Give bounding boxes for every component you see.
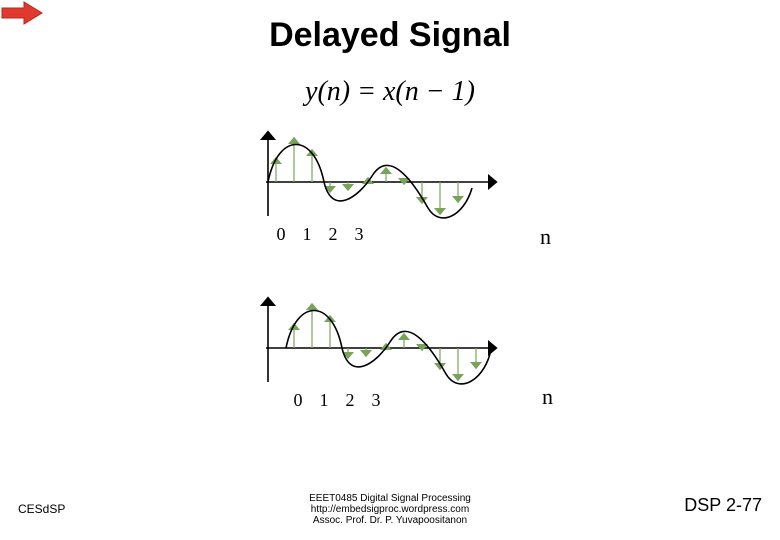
- signal-plot-original: [222, 128, 502, 220]
- slide: { "title": { "text": "Delayed Signal", "…: [0, 0, 780, 540]
- tick-1: 1: [315, 390, 333, 411]
- footer-line1: EEET0485 Digital Signal Processing: [0, 493, 780, 504]
- axis-label-n-1: n: [540, 224, 551, 250]
- ticks-plot1: 0 1 2 3: [272, 224, 368, 245]
- equation: y(n) = x(n − 1): [0, 76, 780, 108]
- footer-line2: http://embedsigproc.wordpress.com: [0, 504, 780, 515]
- ticks-plot2: 0 1 2 3: [289, 390, 385, 411]
- tick-3: 3: [350, 224, 368, 245]
- tick-0: 0: [272, 224, 290, 245]
- footer-center: EEET0485 Digital Signal Processing http:…: [0, 493, 780, 526]
- tick-3: 3: [367, 390, 385, 411]
- signal-plot-original-svg: [222, 128, 502, 220]
- footer-line3: Assoc. Prof. Dr. P. Yuvapoositanon: [0, 515, 780, 526]
- tick-2: 2: [324, 224, 342, 245]
- page-title: Delayed Signal: [0, 16, 780, 55]
- signal-plot-delayed-svg: [222, 294, 502, 386]
- axis-label-n-2: n: [542, 384, 553, 410]
- tick-0: 0: [289, 390, 307, 411]
- tick-2: 2: [341, 390, 359, 411]
- signal-plot-delayed: [222, 294, 502, 386]
- tick-1: 1: [298, 224, 316, 245]
- footer-right: DSP 2-77: [684, 495, 762, 516]
